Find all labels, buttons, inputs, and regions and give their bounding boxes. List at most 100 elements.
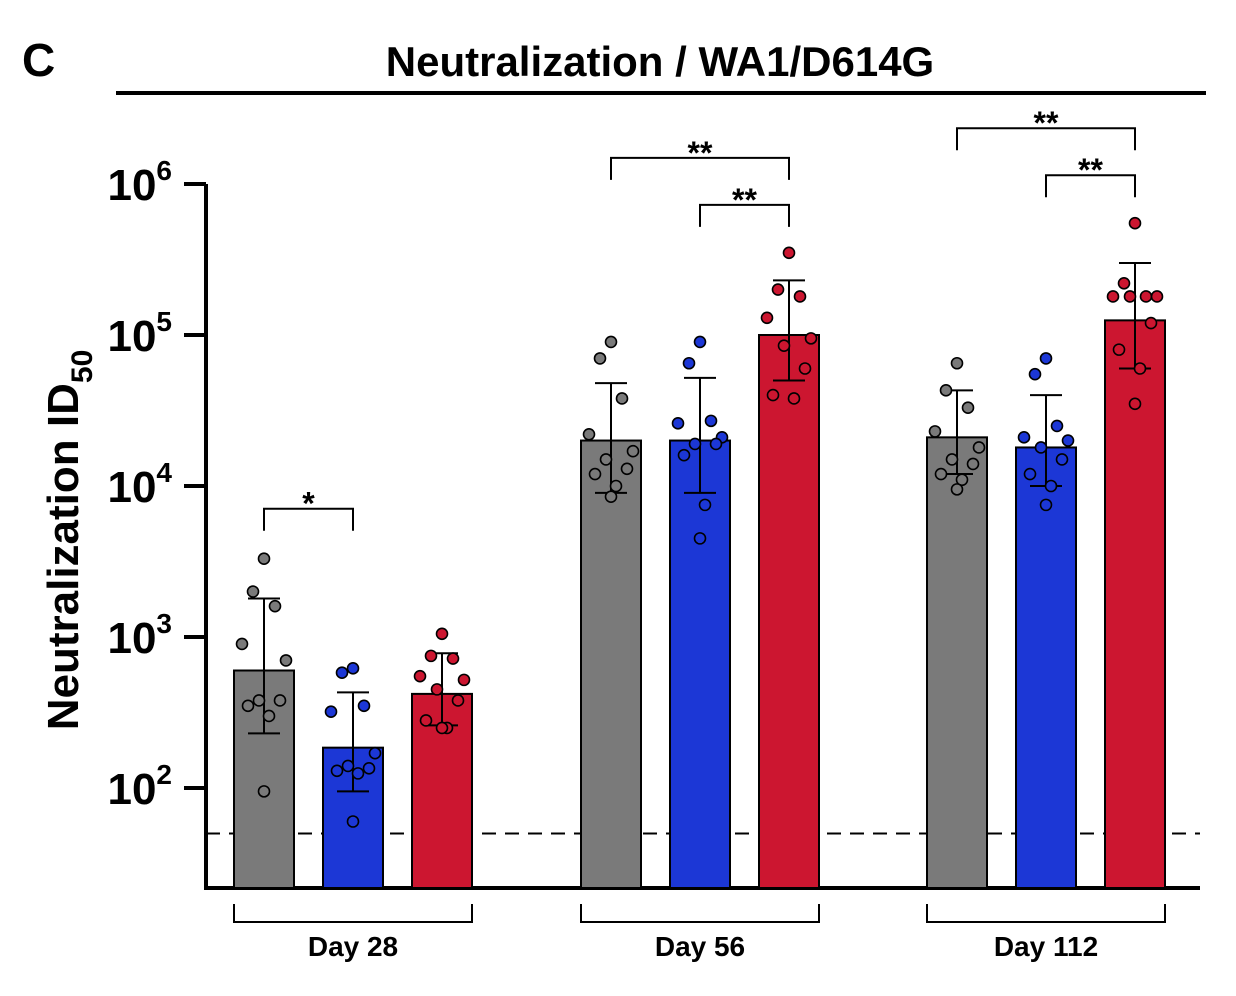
- data-point: [446, 652, 460, 665]
- data-point: [709, 437, 723, 451]
- data-point: [1144, 316, 1158, 330]
- data-point: [1044, 479, 1058, 493]
- bar: [1015, 446, 1077, 889]
- data-point: [972, 441, 986, 454]
- data-point: [599, 453, 613, 466]
- y-tick-label: 102: [107, 759, 172, 814]
- data-point: [346, 662, 360, 675]
- data-point: [704, 414, 718, 428]
- data-point: [413, 669, 427, 683]
- data-point: [777, 339, 791, 352]
- data-point: [1106, 290, 1120, 303]
- data-point: [341, 759, 355, 773]
- data-point: [330, 764, 344, 778]
- data-point: [235, 637, 249, 651]
- bar: [926, 436, 988, 889]
- data-point: [451, 694, 465, 707]
- group-bracket: [926, 904, 1166, 923]
- data-point: [246, 585, 260, 598]
- significance-bracket: [956, 127, 1136, 151]
- significance-label: **: [732, 182, 757, 218]
- data-point: [582, 427, 596, 441]
- y-tick-label-base: 10: [107, 312, 156, 361]
- y-tick-label-base: 10: [107, 161, 156, 210]
- y-tick-label-exponent: 4: [156, 457, 172, 488]
- data-point: [588, 467, 602, 481]
- data-point: [335, 666, 349, 680]
- data-point: [257, 785, 271, 798]
- y-tick-label: 105: [107, 306, 172, 361]
- data-point: [241, 699, 255, 713]
- significance-label: *: [302, 486, 315, 522]
- data-point: [771, 283, 785, 296]
- significance-label: **: [1034, 105, 1059, 141]
- significance-bracket: [1045, 174, 1136, 198]
- bar: [1104, 319, 1166, 889]
- data-point: [1117, 276, 1131, 290]
- y-tick-label-exponent: 2: [156, 759, 172, 790]
- data-point: [693, 335, 707, 349]
- data-point: [324, 705, 338, 719]
- data-point: [682, 356, 696, 370]
- data-point: [760, 311, 774, 325]
- data-point: [252, 694, 266, 707]
- group-label: Day 28: [308, 931, 398, 962]
- data-point: [934, 467, 948, 481]
- data-point: [798, 362, 812, 375]
- data-point: [1128, 397, 1142, 411]
- chart-title: Neutralization / WA1/D614G: [386, 38, 934, 85]
- y-tick-label: 106: [107, 155, 172, 210]
- data-point: [961, 401, 975, 415]
- data-point: [1034, 441, 1048, 454]
- y-tick-label-exponent: 6: [156, 155, 172, 186]
- data-point: [362, 762, 376, 775]
- data-point: [604, 335, 618, 349]
- data-point: [787, 392, 801, 405]
- y-tick-label-base: 10: [107, 614, 156, 663]
- data-point: [1055, 453, 1069, 466]
- data-point: [457, 673, 471, 687]
- data-point: [268, 599, 282, 613]
- significance-label: **: [688, 135, 713, 171]
- group-bracket: [233, 904, 473, 923]
- y-axis-label-subscript: 50: [66, 350, 99, 383]
- y-tick-label: 103: [107, 608, 172, 663]
- data-point: [698, 498, 712, 512]
- data-point: [950, 483, 964, 496]
- significance-bracket: [699, 203, 790, 227]
- data-point: [368, 746, 382, 760]
- y-tick-label-exponent: 5: [156, 306, 172, 337]
- data-point: [1039, 352, 1053, 365]
- data-point: [273, 694, 287, 707]
- data-point: [262, 709, 276, 723]
- data-point: [766, 388, 780, 402]
- group-label: Day 112: [994, 931, 1098, 962]
- significance-bracket: [263, 507, 354, 531]
- bar: [669, 439, 731, 889]
- data-point: [1023, 467, 1037, 481]
- data-point: [804, 332, 818, 345]
- data-point: [793, 290, 807, 303]
- data-point: [928, 425, 942, 438]
- y-tick-label-base: 10: [107, 463, 156, 512]
- y-tick-label-exponent: 3: [156, 608, 172, 639]
- data-point: [688, 437, 702, 451]
- data-point: [279, 654, 293, 667]
- data-point: [620, 462, 634, 476]
- data-point: [615, 392, 629, 405]
- data-point: [1039, 498, 1053, 512]
- data-point: [257, 552, 271, 566]
- data-point: [346, 815, 360, 828]
- data-point: [1150, 290, 1164, 303]
- data-point: [609, 479, 623, 493]
- data-point: [693, 532, 707, 545]
- y-tick-label-base: 10: [107, 765, 156, 814]
- data-point: [966, 457, 980, 471]
- data-point: [626, 444, 640, 458]
- data-point: [357, 699, 371, 713]
- significance-label: **: [1078, 152, 1103, 188]
- data-point: [424, 649, 438, 663]
- data-point: [1050, 419, 1064, 433]
